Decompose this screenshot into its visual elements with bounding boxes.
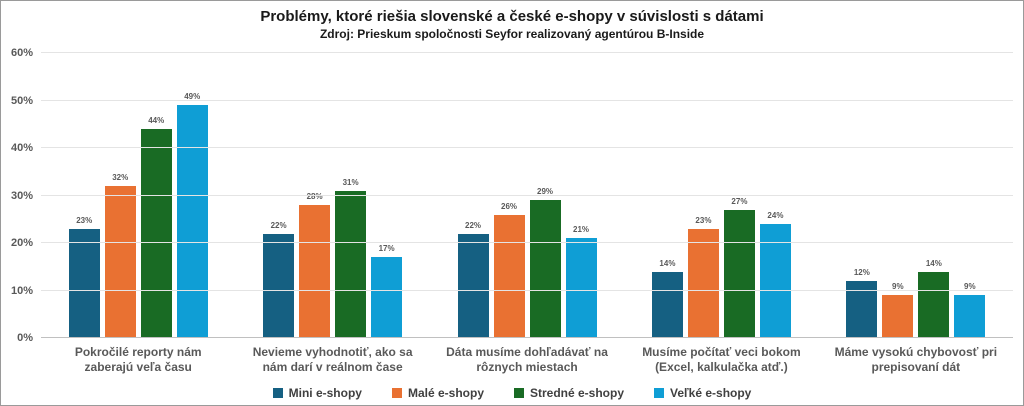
chart-subtitle: Zdroj: Prieskum spoločnosti Seyfor reali… <box>319 27 705 41</box>
legend-swatch-icon <box>391 388 402 398</box>
gridline-40% <box>41 147 1013 148</box>
data-label: 24% <box>767 211 784 220</box>
data-label: 14% <box>925 258 942 268</box>
y-axis: 0% 10% 20% 30% 40% 50% 60% <box>1 47 36 344</box>
bar-stredné-e-shopy: 44% <box>140 116 172 338</box>
bar-malé-e-shopy: 9% <box>882 282 914 338</box>
gridline-50% <box>41 99 1013 101</box>
data-label: 44% <box>148 116 165 125</box>
bar-mini-e-shopy: 12% <box>846 268 878 338</box>
bar-stredné-e-shopy: 31% <box>335 178 367 338</box>
data-label: 14% <box>659 258 676 268</box>
gridline-10% <box>41 289 1013 291</box>
bar-veľké-e-shopy: 49% <box>176 92 208 338</box>
bar-group: 23% 32% 44% 49% <box>41 53 235 338</box>
data-label: 31% <box>342 177 359 187</box>
data-label: 28% <box>306 192 323 201</box>
data-label: 12% <box>853 268 870 277</box>
data-label: 21% <box>573 225 590 235</box>
y-tick-label: 50% <box>10 94 33 107</box>
legend-swatch-icon <box>514 388 524 398</box>
legend-label: Veľké e-shopy <box>670 386 752 400</box>
y-tick-label: 40% <box>10 142 33 154</box>
legend-swatch-icon <box>272 388 283 398</box>
legend-item-mini-e-shopy: Mini e-shopy <box>272 386 362 400</box>
bar-stredné-e-shopy: 27% <box>723 197 755 338</box>
bar-malé-e-shopy: 32% <box>104 173 136 338</box>
data-label: 23% <box>76 215 93 225</box>
bar-veľké-e-shopy: 24% <box>759 211 791 338</box>
bar-mini-e-shopy: 23% <box>68 216 100 338</box>
data-label: 29% <box>537 187 554 197</box>
data-label: 22% <box>270 220 287 230</box>
data-label: 9% <box>892 282 904 292</box>
data-label: 49% <box>184 92 201 102</box>
plot-area: 23% 32% 44% 49% 22% 28% 31% 17% 22% 26% 29% 21% 14% 2… <box>41 52 1013 338</box>
bar-malé-e-shopy: 23% <box>687 216 719 338</box>
legend-item-veľké-e-shopy: Veľké e-shopy <box>654 386 751 400</box>
category-label: Dáta musíme dohľadávať na rôznych miesta… <box>446 345 608 374</box>
bar-veľké-e-shopy: 9% <box>954 282 986 338</box>
bar-groups: 23% 32% 44% 49% 22% 28% 31% 17% 22% 26% 29% 21% 14% 2… <box>41 53 1013 338</box>
legend-label: Malé e-shopy <box>407 386 484 400</box>
category-label: Nevieme vyhodnotiť, ako sa nám darí v re… <box>252 345 413 374</box>
gridline-60% <box>41 52 1013 53</box>
data-label: 26% <box>501 201 518 211</box>
bar-mini-e-shopy: 22% <box>457 221 489 338</box>
category-label: Pokročilé reporty nám zaberajú veľa času <box>74 345 202 374</box>
gridline-20% <box>41 242 1013 243</box>
legend-item-stredné-e-shopy: Stredné e-shopy <box>514 386 624 400</box>
bar-group: 12% 9% 14% 9% <box>819 53 1013 338</box>
bar-group: 22% 26% 29% 21% <box>430 53 624 338</box>
y-tick-label: 0% <box>17 332 33 344</box>
data-label: 22% <box>465 220 482 230</box>
gridline-30% <box>41 194 1013 196</box>
legend-item-malé-e-shopy: Malé e-shopy <box>391 386 484 400</box>
legend-label: Mini e-shopy <box>288 386 362 400</box>
x-axis-category-labels: Pokročilé reporty nám zaberajú veľa času… <box>41 345 1013 375</box>
data-label: 9% <box>964 282 976 292</box>
data-label: 32% <box>112 173 129 182</box>
bar-group: 14% 23% 27% 24% <box>624 53 818 338</box>
legend-label: Stredné e-shopy <box>530 386 625 400</box>
bar-stredné-e-shopy: 14% <box>918 259 950 338</box>
category-label: Musíme počítať veci bokom (Excel, kalkul… <box>642 345 801 374</box>
data-label: 27% <box>731 196 748 206</box>
bar-veľké-e-shopy: 17% <box>371 244 403 338</box>
bar-malé-e-shopy: 26% <box>493 202 525 338</box>
category-label: Máme vysokú chybovosť pri prepisovaní dá… <box>834 345 998 374</box>
y-tick-label: 30% <box>10 189 33 202</box>
data-label: 17% <box>378 244 395 254</box>
bar-mini-e-shopy: 22% <box>263 221 295 338</box>
y-tick-label: 20% <box>10 237 33 249</box>
bar-stredné-e-shopy: 29% <box>529 187 561 338</box>
bar-mini-e-shopy: 14% <box>651 259 683 338</box>
bar-group: 22% 28% 31% 17% <box>235 53 429 338</box>
data-label: 23% <box>695 215 712 225</box>
legend-swatch-icon <box>654 388 665 398</box>
y-tick-label: 60% <box>10 47 33 59</box>
gridline-0% <box>41 337 1013 338</box>
y-tick-label: 10% <box>10 284 33 297</box>
bar-malé-e-shopy: 28% <box>299 192 331 338</box>
bar-veľké-e-shopy: 21% <box>565 225 597 338</box>
chart-title: Problémy, ktoré riešia slovenské a české… <box>260 8 764 25</box>
legend: Mini e-shopy Malé e-shopy Stredné e-shopy V… <box>1 386 1023 400</box>
